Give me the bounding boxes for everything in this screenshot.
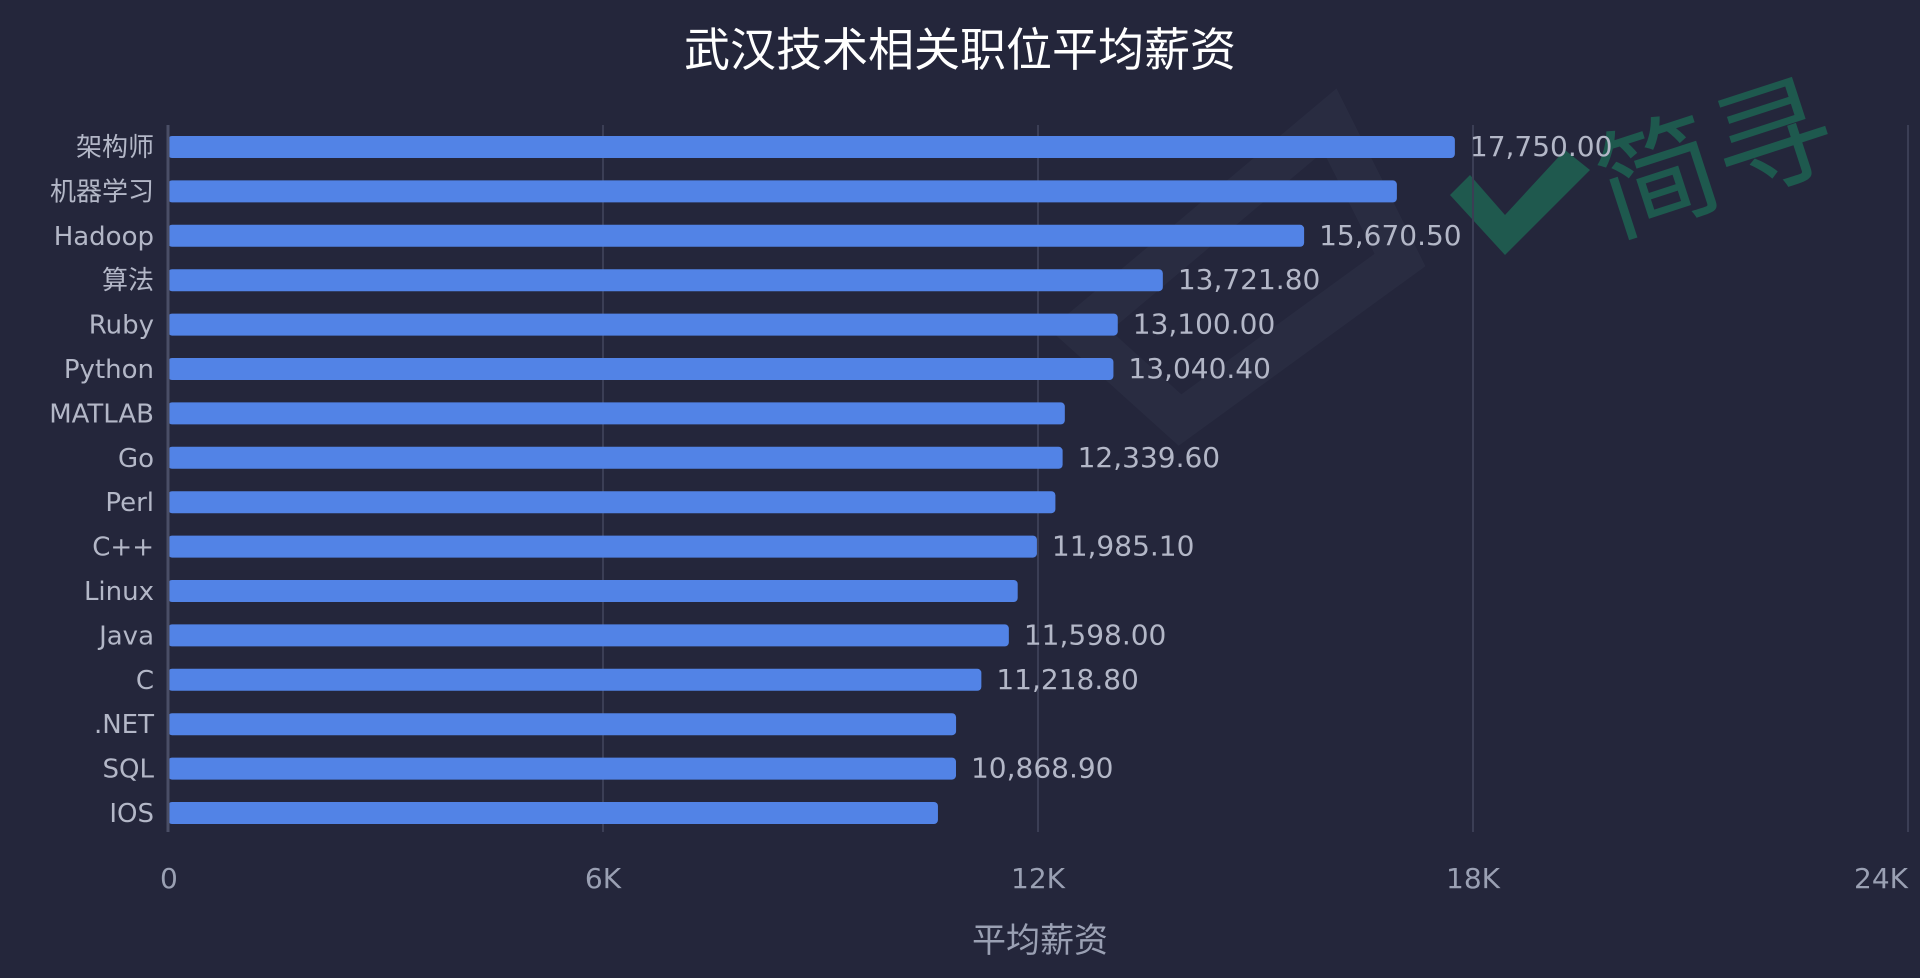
bar	[168, 224, 1305, 247]
bar	[168, 313, 1118, 336]
data-label: 11,218.80	[996, 663, 1139, 696]
data-label: 13,100.00	[1133, 308, 1276, 341]
bar	[168, 535, 1037, 558]
watermark-check-icon	[1450, 150, 1590, 255]
category-label: C	[136, 666, 154, 696]
category-label: Hadoop	[54, 222, 154, 252]
category-label: Java	[97, 621, 154, 651]
category-label: Python	[64, 355, 154, 385]
bar	[168, 580, 1018, 602]
data-label: 13,721.80	[1178, 263, 1321, 296]
category-label: Linux	[84, 577, 154, 607]
data-label: 12,339.60	[1078, 441, 1221, 474]
watermark-text: 简寻	[1580, 56, 1851, 262]
data-label: 11,598.00	[1024, 618, 1167, 651]
chart-title: 武汉技术相关职位平均薪资	[684, 23, 1236, 77]
x-tick-labels: 0 6K 12K 18K 24K	[160, 862, 1909, 895]
bar	[168, 713, 957, 736]
category-label: 机器学习	[50, 177, 154, 207]
x-axis-title: 平均薪资	[972, 921, 1108, 961]
bar	[168, 624, 1009, 647]
category-label: IOS	[109, 799, 154, 829]
category-label: Ruby	[89, 311, 154, 341]
x-tick-label: 6K	[585, 862, 622, 895]
x-tick-label: 24K	[1854, 862, 1909, 895]
bar	[168, 269, 1163, 292]
data-label: 15,670.50	[1319, 219, 1462, 252]
category-label: .NET	[94, 710, 154, 740]
bar	[168, 668, 982, 691]
data-label: 10,868.90	[971, 752, 1114, 785]
category-label: C++	[92, 533, 154, 563]
x-tick-label: 18K	[1446, 862, 1501, 895]
category-label: 架构师	[76, 133, 154, 163]
x-tick-label: 12K	[1011, 862, 1066, 895]
bars	[168, 136, 1455, 824]
bar	[168, 402, 1065, 425]
category-label: SQL	[103, 755, 155, 785]
data-labels: 17,750.00 15,670.50 13,721.80 13,100.00 13,0…	[971, 130, 1612, 785]
bar	[168, 491, 1056, 514]
category-label: 算法	[102, 266, 154, 296]
bar	[168, 446, 1063, 469]
bar	[168, 802, 938, 824]
data-label: 17,750.00	[1470, 130, 1613, 163]
data-label: 13,040.40	[1128, 352, 1271, 385]
category-label: Go	[118, 444, 154, 474]
data-label: 11,985.10	[1052, 530, 1195, 563]
bar	[168, 136, 1455, 158]
x-tick-label: 0	[160, 862, 178, 895]
bar	[168, 757, 956, 780]
bar	[168, 358, 1114, 380]
category-label: Perl	[105, 488, 154, 518]
category-label: MATLAB	[49, 399, 154, 429]
bar	[168, 180, 1397, 203]
